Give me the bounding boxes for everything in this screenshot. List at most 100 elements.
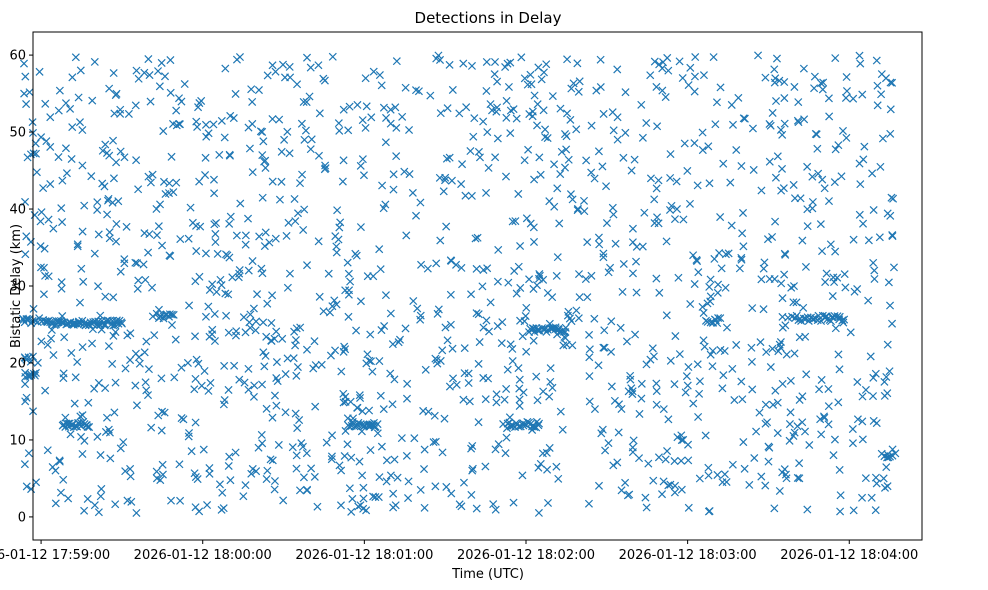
detection-point bbox=[879, 474, 888, 483]
detection-point bbox=[40, 244, 49, 253]
detection-point bbox=[243, 214, 253, 223]
detection-point bbox=[32, 168, 41, 177]
detection-point bbox=[600, 326, 609, 335]
detection-point bbox=[212, 287, 221, 296]
detection-point bbox=[509, 498, 518, 507]
detection-point bbox=[631, 330, 640, 339]
detection-point bbox=[474, 418, 483, 427]
detection-point bbox=[386, 369, 395, 378]
detection-point bbox=[654, 219, 663, 228]
detection-point bbox=[289, 354, 298, 363]
detection-point bbox=[119, 438, 128, 447]
detection-point bbox=[666, 356, 675, 365]
detection-point bbox=[789, 431, 798, 440]
detection-point bbox=[267, 336, 276, 345]
detection-point bbox=[678, 74, 687, 83]
detection-point bbox=[101, 384, 110, 393]
detection-point bbox=[332, 300, 341, 309]
detection-point bbox=[271, 67, 280, 76]
detection-point bbox=[493, 277, 502, 286]
detection-point bbox=[46, 142, 55, 151]
detection-point bbox=[325, 308, 334, 317]
detection-point bbox=[367, 113, 376, 122]
detection-point bbox=[793, 473, 802, 482]
detection-point bbox=[448, 344, 457, 353]
detection-point bbox=[766, 363, 775, 372]
detection-point bbox=[224, 328, 233, 337]
detection-point bbox=[621, 478, 630, 487]
detection-point bbox=[452, 380, 461, 389]
detection-point bbox=[657, 490, 667, 499]
detection-point bbox=[258, 269, 267, 278]
detection-point bbox=[526, 70, 535, 79]
detection-point bbox=[436, 236, 445, 245]
detection-point bbox=[560, 163, 570, 172]
detection-point bbox=[132, 66, 141, 75]
detection-point bbox=[491, 153, 500, 162]
y-tick-label: 60 bbox=[9, 49, 26, 64]
detection-point bbox=[848, 439, 857, 448]
detection-point bbox=[805, 440, 814, 450]
detection-point bbox=[756, 338, 765, 347]
detection-point bbox=[709, 53, 718, 62]
detection-point bbox=[790, 349, 799, 358]
detection-point bbox=[31, 149, 41, 158]
detection-point bbox=[876, 162, 885, 171]
detection-point bbox=[717, 264, 726, 273]
detection-point bbox=[55, 456, 64, 465]
detection-point bbox=[689, 251, 698, 260]
detection-point bbox=[434, 51, 443, 60]
detection-point bbox=[217, 281, 226, 290]
detection-point bbox=[44, 215, 53, 224]
detection-point bbox=[88, 96, 97, 105]
detection-point bbox=[543, 498, 553, 508]
detection-point bbox=[339, 105, 348, 114]
detection-point bbox=[885, 452, 895, 461]
detection-point bbox=[739, 438, 748, 447]
detection-point bbox=[801, 262, 810, 271]
detection-point bbox=[261, 351, 270, 360]
detection-point bbox=[482, 316, 491, 325]
detection-point bbox=[258, 127, 267, 136]
detection-point bbox=[202, 132, 211, 141]
detection-point bbox=[519, 388, 528, 397]
detection-point bbox=[613, 458, 622, 467]
detection-point bbox=[772, 54, 781, 63]
detection-point bbox=[236, 199, 245, 208]
detection-point bbox=[683, 381, 692, 390]
detection-point bbox=[774, 347, 783, 356]
detection-point bbox=[541, 133, 550, 142]
detection-point bbox=[501, 449, 510, 458]
detection-point bbox=[835, 365, 844, 374]
detection-point bbox=[109, 69, 118, 78]
detection-point bbox=[78, 227, 87, 236]
detection-point bbox=[721, 250, 730, 259]
detection-point bbox=[241, 231, 250, 240]
detection-point bbox=[654, 176, 663, 185]
detection-point bbox=[258, 380, 267, 389]
detection-point bbox=[652, 82, 661, 91]
detection-point bbox=[21, 72, 30, 81]
detection-point bbox=[828, 292, 837, 301]
detection-point bbox=[467, 191, 476, 200]
detection-point bbox=[319, 307, 328, 316]
detection-point bbox=[62, 169, 71, 178]
detection-point bbox=[55, 457, 64, 466]
detection-point bbox=[748, 124, 757, 133]
detection-point bbox=[817, 430, 826, 439]
detection-point bbox=[148, 170, 157, 179]
detection-point bbox=[195, 177, 204, 186]
detection-point bbox=[35, 67, 44, 76]
detection-point bbox=[859, 219, 868, 228]
detection-point bbox=[587, 271, 596, 280]
detection-point bbox=[608, 203, 617, 212]
detection-point bbox=[213, 249, 222, 258]
detection-point bbox=[357, 421, 367, 430]
detection-point bbox=[670, 215, 679, 224]
detection-point bbox=[671, 332, 680, 341]
detection-point bbox=[706, 318, 715, 327]
detection-point bbox=[417, 260, 426, 269]
detection-point bbox=[423, 264, 432, 273]
detection-point bbox=[846, 328, 855, 337]
detection-point bbox=[534, 421, 543, 430]
